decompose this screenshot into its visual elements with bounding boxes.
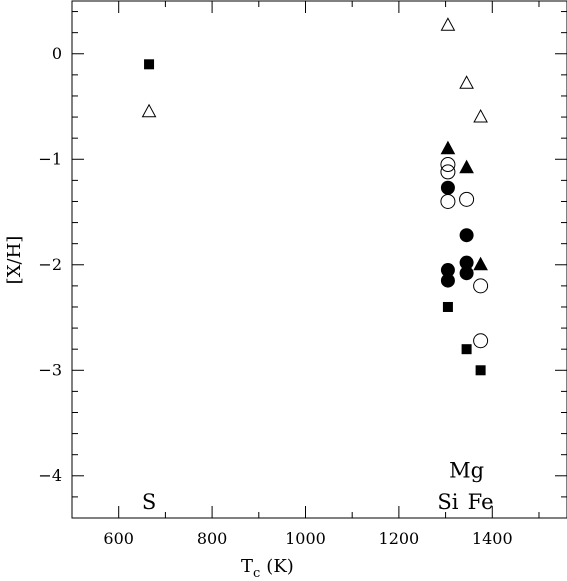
- marker-filled-circle: [459, 266, 474, 281]
- marker-open-circle: [440, 157, 456, 173]
- data-markers: [141, 17, 489, 376]
- marker-open-triangle: [473, 109, 488, 123]
- element-label: Si: [437, 490, 458, 514]
- marker-open-circle: [440, 164, 456, 180]
- marker-filled-square: [461, 344, 472, 355]
- element-label: Mg: [449, 459, 484, 483]
- marker-open-triangle: [141, 103, 157, 118]
- marker-open-circle: [473, 278, 489, 294]
- marker-filled-circle: [440, 263, 455, 278]
- element-label: S: [142, 490, 156, 514]
- y-tick-label: −1: [38, 149, 62, 168]
- marker-filled-circle: [459, 228, 474, 243]
- marker-open-triangle: [440, 17, 456, 31]
- x-axis-title-main: T: [241, 556, 253, 577]
- x-axis-title: Tc (K): [241, 556, 294, 581]
- y-tick-label: −4: [38, 466, 62, 485]
- element-label: Fe: [468, 490, 494, 514]
- y-tick-label: −2: [38, 255, 62, 274]
- marker-filled-triangle: [473, 256, 488, 271]
- marker-filled-square: [144, 59, 155, 70]
- x-tick-label: 1200: [379, 529, 420, 548]
- x-axis-title-sub: c: [253, 566, 260, 581]
- y-axis-title: [X/H]: [4, 236, 25, 285]
- marker-open-circle: [473, 333, 489, 349]
- plot-frame: [71, 0, 567, 519]
- marker-filled-triangle: [459, 159, 474, 174]
- annotations: S Si Mg Fe: [142, 459, 494, 515]
- y-tick-label: −3: [38, 360, 62, 379]
- marker-open-circle: [440, 193, 456, 209]
- marker-filled-circle: [440, 180, 455, 195]
- marker-open-circle: [459, 191, 475, 207]
- axis-ticks: [71, 1, 567, 519]
- marker-filled-square: [442, 301, 453, 312]
- marker-filled-square: [475, 365, 486, 376]
- x-tick-label: 800: [197, 529, 228, 548]
- x-tick-label: 1400: [472, 529, 513, 548]
- marker-open-triangle: [459, 75, 474, 89]
- x-axis-title-unit: (K): [266, 556, 294, 577]
- marker-filled-circle: [459, 255, 474, 270]
- tick-labels: 600 800 1000 1200 1400 0 −1 −2 −3 −4: [38, 44, 512, 548]
- x-tick-label: 600: [103, 529, 134, 548]
- y-tick-label: 0: [52, 44, 62, 63]
- x-tick-label: 1000: [285, 529, 326, 548]
- marker-filled-triangle: [440, 140, 456, 155]
- marker-filled-circle: [440, 273, 455, 288]
